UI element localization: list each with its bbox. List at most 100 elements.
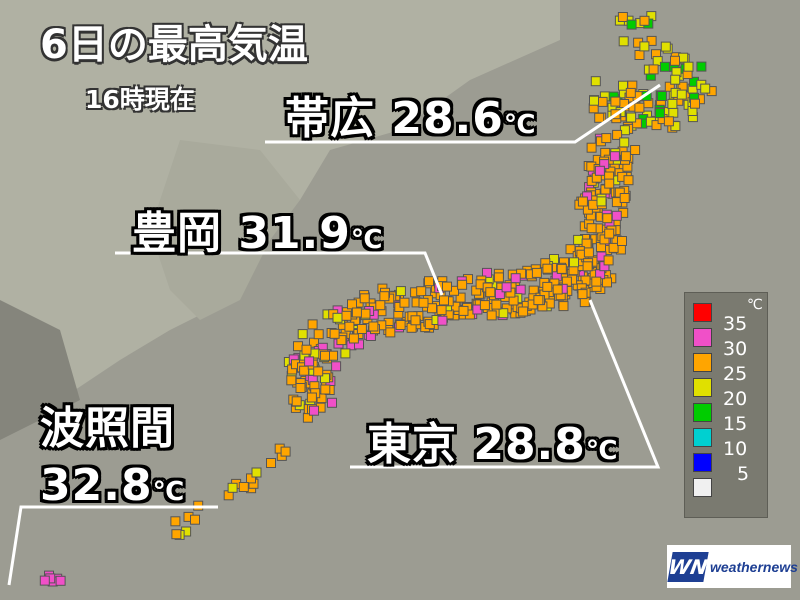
station-marker xyxy=(348,333,359,344)
station-marker xyxy=(573,234,584,245)
station-marker xyxy=(297,329,308,340)
korean-peninsula xyxy=(150,140,300,320)
legend-unit: ℃ xyxy=(747,297,763,313)
station-marker xyxy=(582,261,593,272)
logo-text: weathernews xyxy=(710,558,798,575)
station-marker xyxy=(618,36,629,47)
station-marker xyxy=(586,223,597,234)
legend-label: 5 xyxy=(737,463,750,485)
station-marker xyxy=(558,301,569,312)
station-marker xyxy=(518,306,529,317)
station-marker xyxy=(455,292,466,303)
station-marker xyxy=(630,145,641,155)
station-marker xyxy=(609,151,620,162)
station-marker xyxy=(304,356,315,367)
station-marker xyxy=(591,276,602,287)
station-marker xyxy=(55,575,66,586)
station-marker xyxy=(515,284,526,295)
station-marker xyxy=(659,61,670,72)
station-marker xyxy=(596,196,607,207)
city-name: 帯広 xyxy=(285,93,375,144)
station-marker xyxy=(320,373,330,384)
map-title: 6日の最高気温 xyxy=(40,22,308,68)
station-marker xyxy=(280,446,291,457)
tokyo-line xyxy=(350,299,661,469)
unit: ℃ xyxy=(585,436,619,466)
station-marker xyxy=(482,267,492,278)
map-subtitle: 16時現在 xyxy=(85,85,195,114)
station-marker xyxy=(457,279,468,290)
station-marker xyxy=(631,118,642,129)
station-marker xyxy=(416,286,427,297)
legend-label: 35 xyxy=(723,313,748,335)
station-marker xyxy=(569,257,579,268)
station-marker xyxy=(594,165,605,176)
station-marker xyxy=(375,300,386,311)
legend-swatch xyxy=(693,353,712,372)
callout-toyooka: 豊岡 31.9℃ xyxy=(132,197,383,261)
station-marker xyxy=(670,74,681,85)
station-marker xyxy=(597,96,608,107)
station-marker xyxy=(612,129,623,140)
station-marker xyxy=(634,50,645,60)
station-marker xyxy=(498,308,509,319)
city-name: 波照間 xyxy=(40,403,175,454)
station-marker xyxy=(623,175,634,186)
station-marker xyxy=(313,329,324,340)
logo-mark: WN xyxy=(666,551,710,582)
station-marker xyxy=(360,308,371,319)
station-marker xyxy=(586,142,597,153)
station-marker xyxy=(293,341,303,352)
callout-tokyo: 東京 28.8℃ xyxy=(367,408,618,472)
station-marker xyxy=(510,273,521,284)
legend-swatch xyxy=(693,428,712,447)
station-marker xyxy=(437,315,448,326)
station-marker xyxy=(418,297,429,308)
station-marker xyxy=(634,102,645,113)
station-marker xyxy=(620,151,631,162)
legend-label: 10 xyxy=(723,438,748,460)
temperature-value: 28.6 xyxy=(391,93,504,144)
station-marker xyxy=(626,19,637,30)
station-marker xyxy=(700,83,711,94)
station-marker xyxy=(368,321,379,332)
legend-swatch xyxy=(693,378,712,397)
temperature-value: 32.8 xyxy=(40,460,153,511)
station-marker xyxy=(238,482,249,492)
city-name: 東京 xyxy=(367,419,457,470)
station-marker xyxy=(668,107,679,118)
station-marker xyxy=(331,361,342,372)
station-marker xyxy=(458,305,469,316)
station-marker xyxy=(625,87,636,98)
station-marker xyxy=(617,236,627,246)
station-marker xyxy=(410,315,421,326)
station-marker xyxy=(604,228,615,239)
station-marker xyxy=(648,64,659,75)
station-marker xyxy=(654,108,665,119)
unit: ℃ xyxy=(152,477,186,507)
station-marker xyxy=(602,213,613,224)
station-marker xyxy=(603,255,614,266)
station-marker xyxy=(589,95,599,106)
sea-area xyxy=(0,300,80,440)
station-marker xyxy=(341,310,352,321)
station-marker xyxy=(359,293,370,304)
station-marker xyxy=(295,383,306,393)
legend-label: 25 xyxy=(723,363,748,385)
station-marker xyxy=(676,89,687,100)
toyooka-line xyxy=(115,251,444,296)
station-marker xyxy=(395,320,406,330)
legend-swatch xyxy=(693,303,712,322)
obihiro-line xyxy=(265,83,661,144)
station-marker xyxy=(486,310,497,321)
station-marker xyxy=(356,324,367,334)
station-marker xyxy=(309,405,319,416)
callout-lines xyxy=(7,83,661,586)
station-marker xyxy=(395,286,406,297)
station-marker xyxy=(602,277,612,288)
station-marker xyxy=(436,305,447,316)
station-marker xyxy=(556,263,567,274)
weathernews-logo: WN weathernews xyxy=(666,545,798,588)
station-marker xyxy=(651,120,662,131)
legend-swatch xyxy=(693,328,712,347)
